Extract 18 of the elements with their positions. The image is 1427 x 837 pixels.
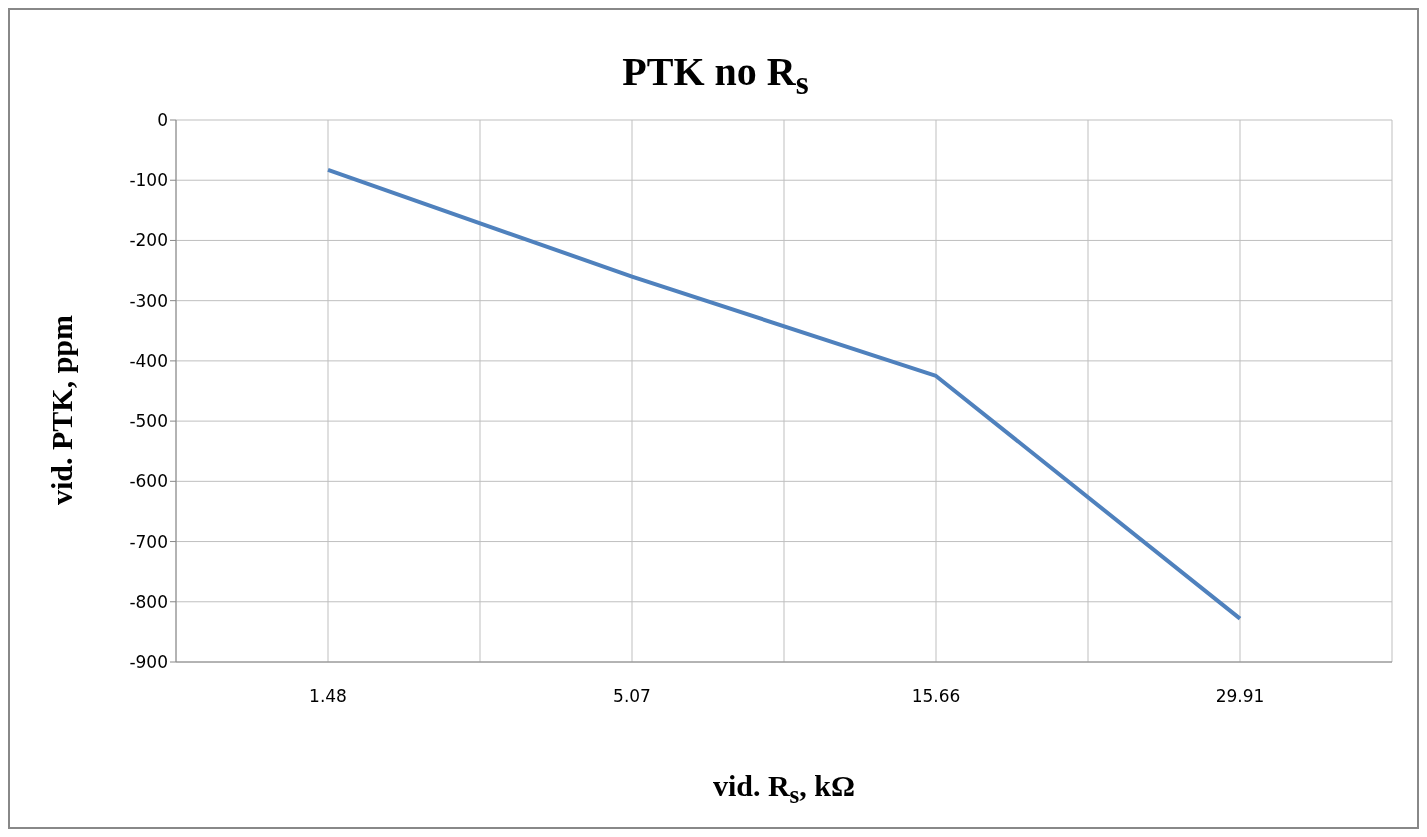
x-tick-label: 5.07	[613, 686, 651, 707]
y-tick-label: -100	[129, 170, 168, 191]
x-tick-label: 1.48	[309, 686, 347, 707]
y-axis-title: vid. PTK, ppm	[45, 314, 79, 506]
y-tick-label: -400	[129, 350, 168, 371]
y-tick-label: -900	[129, 652, 168, 673]
y-tick-label: 0	[157, 110, 168, 131]
y-tick-label: -600	[129, 471, 168, 492]
line-series	[326, 167, 1242, 621]
x-tick-label: 15.66	[911, 686, 961, 707]
chart-title: PTK no R$_{s}$	[621, 48, 810, 102]
x-tick-label: 29.91	[1215, 686, 1265, 707]
y-tick-label: -500	[129, 411, 168, 432]
y-tick-label: -300	[129, 290, 168, 311]
y-tick-label: -200	[129, 230, 168, 251]
y-tick-label: -700	[129, 531, 168, 552]
x-axis-title: vid. R$_{s}$, kΩ	[711, 769, 857, 809]
y-tick-label: -800	[129, 591, 168, 612]
